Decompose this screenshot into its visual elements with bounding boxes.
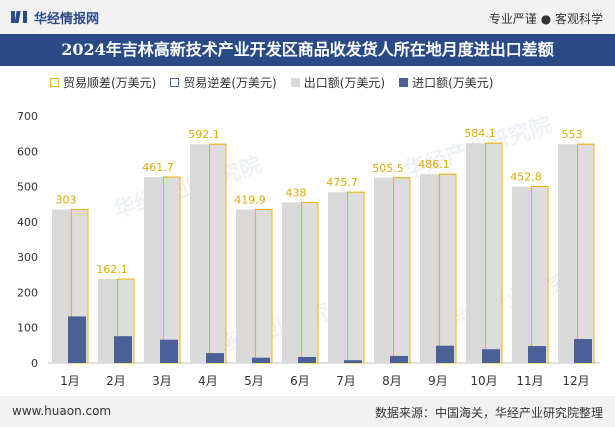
surplus-data-label: 303: [56, 194, 77, 207]
surplus-data-label: 461.7: [142, 161, 174, 174]
import-bar: [482, 349, 500, 363]
footer-source: 数据来源：中国海关，华经产业研究院整理: [374, 406, 603, 420]
logo: 华经情报网: [10, 9, 100, 27]
legend-swatch-export: [290, 77, 300, 87]
x-tick-label: 6月: [290, 374, 310, 388]
y-tick-label: 600: [17, 145, 38, 158]
surplus-data-label: 592.1: [188, 128, 220, 141]
chart-plot: 0 100 200 300 400 500 600 700 303 1月 162.1 2月 461.7 3…: [17, 110, 600, 388]
import-bar: [114, 336, 132, 363]
export-bar-fill: [348, 192, 364, 363]
export-bar: [420, 174, 440, 363]
export-bar: [466, 143, 486, 363]
huajing-logo-icon: [11, 11, 27, 23]
import-bar: [390, 355, 408, 363]
legend-item-deficit: 贸易逆差(万美元): [170, 74, 277, 91]
x-tick-label: 1月: [60, 374, 80, 388]
export-bar: [374, 177, 394, 363]
legend-swatch-surplus: [50, 77, 59, 87]
export-bar-fill: [486, 143, 502, 363]
export-bar: [282, 202, 302, 363]
x-tick-label: 4月: [198, 374, 218, 388]
export-bar-fill: [164, 177, 180, 363]
import-bar: [528, 346, 546, 363]
y-tick-label: 700: [17, 110, 38, 123]
x-tick-label: 9月: [428, 374, 448, 388]
export-bar-fill: [394, 177, 410, 363]
surplus-data-label: 475.7: [326, 176, 358, 189]
x-tick-label: 10月: [470, 374, 497, 388]
x-tick-label: 8月: [382, 374, 402, 388]
export-bar-fill: [532, 186, 548, 363]
x-tick-label: 12月: [562, 374, 589, 388]
import-bar: [68, 316, 86, 363]
legend-swatch-deficit: [170, 77, 180, 87]
surplus-data-label: 162.1: [96, 263, 128, 276]
export-bar: [236, 209, 256, 363]
x-tick-label: 7月: [336, 374, 356, 388]
export-bar-fill: [578, 144, 594, 363]
x-tick-label: 3月: [152, 374, 172, 388]
legend-item-import: 进口额(万美元): [399, 74, 494, 91]
chart-legend: 贸易顺差(万美元) 贸易逆差(万美元) 出口额(万美元) 进口额(万美元): [50, 73, 508, 91]
x-tick-label: 11月: [516, 374, 543, 388]
export-bar: [558, 144, 578, 363]
legend-label-deficit: 贸易逆差(万美元): [183, 75, 277, 90]
import-bar: [298, 357, 316, 363]
surplus-data-label: 505.5: [372, 162, 404, 175]
surplus-data-label: 553: [562, 128, 583, 141]
import-bar: [436, 345, 454, 363]
import-bar: [574, 339, 592, 363]
export-bar-fill: [256, 209, 272, 363]
legend-label-export: 出口额(万美元): [303, 75, 386, 90]
legend-item-export: 出口额(万美元): [290, 74, 386, 91]
export-bar: [328, 192, 348, 363]
slogan: 专业严谨 ● 客观科学: [488, 12, 603, 26]
import-bar: [252, 357, 270, 363]
import-bar: [344, 360, 362, 363]
top-bar: 华经情报网 专业严谨 ● 客观科学: [0, 0, 615, 34]
y-tick-label: 100: [17, 322, 38, 335]
surplus-data-label: 486.1: [418, 158, 450, 171]
export-bar: [52, 209, 72, 363]
chart-title: 2024年吉林高新技术产业开发区商品收发货人所在地月度进出口差额: [61, 40, 554, 59]
export-bar: [144, 177, 164, 363]
y-tick-label: 300: [17, 251, 38, 264]
surplus-data-label: 438: [286, 186, 307, 199]
export-bar-fill: [440, 174, 456, 363]
import-bar: [206, 353, 224, 363]
export-bar-fill: [210, 144, 226, 363]
y-tick-label: 0: [31, 357, 38, 370]
import-bar: [160, 339, 178, 363]
x-tick-label: 2月: [106, 374, 126, 388]
footer: www.huaon.com 数据来源：中国海关，华经产业研究院整理: [0, 396, 615, 427]
legend-label-surplus: 贸易顺差(万美元): [63, 75, 157, 90]
y-tick-label: 500: [17, 181, 38, 194]
surplus-data-label: 584.1: [464, 127, 496, 140]
y-tick-label: 400: [17, 216, 38, 229]
export-bar: [98, 279, 118, 363]
title-band: 2024年吉林高新技术产业开发区商品收发货人所在地月度进出口差额: [0, 34, 615, 66]
x-tick-label: 5月: [244, 374, 264, 388]
legend-label-import: 进口额(万美元): [412, 75, 494, 90]
surplus-data-label: 419.9: [234, 194, 266, 207]
y-tick-label: 200: [17, 286, 38, 299]
surplus-data-label: 452.8: [510, 171, 542, 184]
logo-text: 华经情报网: [34, 11, 100, 27]
export-bar-fill: [302, 202, 318, 363]
export-bar: [190, 144, 210, 363]
footer-url: www.huaon.com: [12, 404, 112, 418]
export-bar: [512, 186, 532, 363]
legend-item-surplus: 贸易顺差(万美元): [50, 74, 156, 91]
legend-swatch-import: [399, 77, 409, 87]
